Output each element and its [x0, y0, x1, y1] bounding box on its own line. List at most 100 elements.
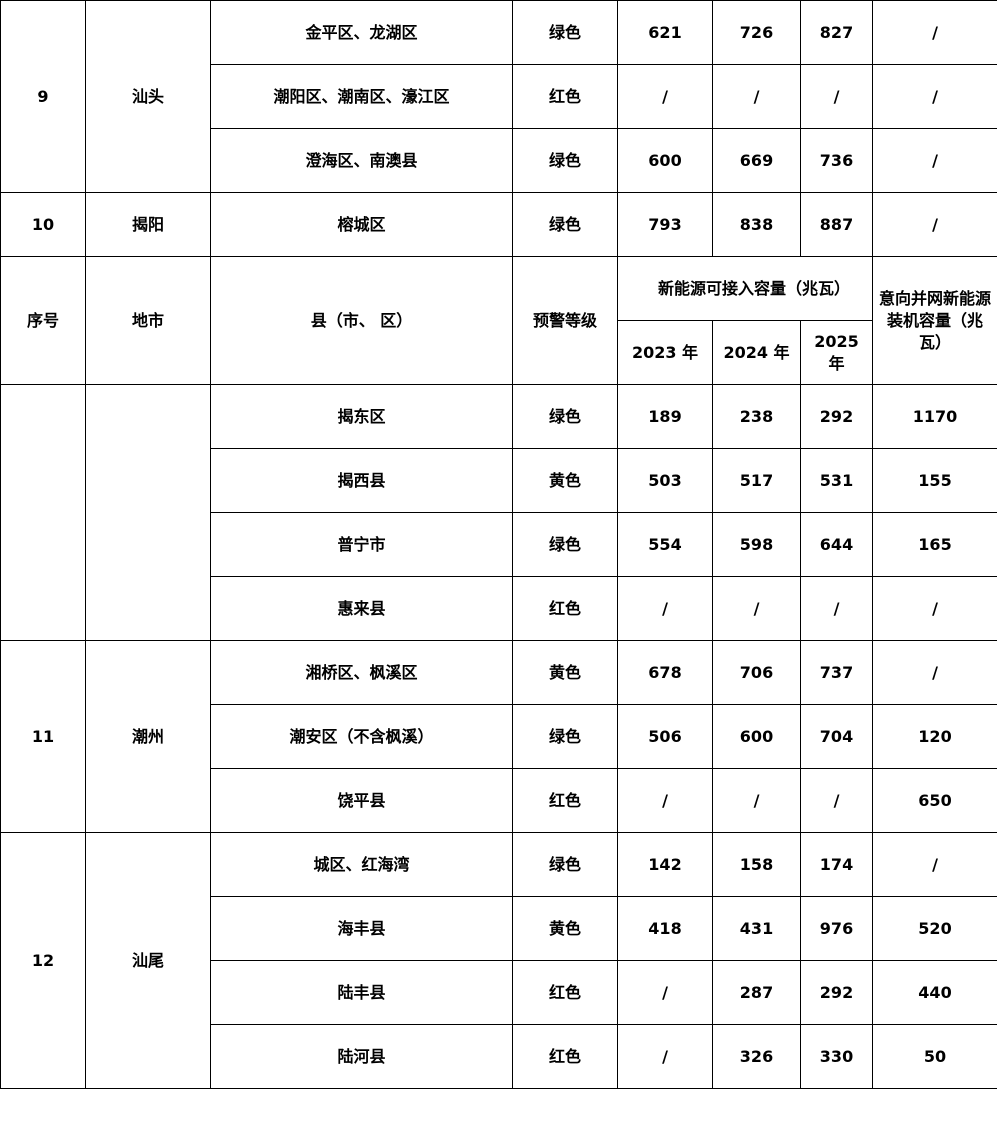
capacity-table: 9 汕头 金平区、龙湖区 绿色 621 726 827/潮阳区、潮南区、濠江区 红色 / / / / 澄…: [0, 0, 997, 1089]
cell-intended: /: [872, 0, 997, 65]
table-row: 陆河县 红色/326 330 50: [1, 1024, 997, 1089]
cell-2025: /: [800, 576, 873, 641]
cell-2023: 142: [617, 832, 713, 897]
table-row: 12 汕尾 城区、红海湾 绿色 142 158 174/: [0, 832, 997, 1089]
cell-2025: 704: [800, 704, 873, 769]
cell-warning: 红色: [512, 768, 618, 833]
cell-warning: 红色: [512, 64, 618, 129]
cell-2024: 726: [712, 0, 801, 65]
cell-intended: /: [872, 576, 997, 641]
cell-2023: /: [617, 1024, 713, 1089]
cell-index: 11: [0, 640, 86, 833]
cell-city: 汕尾: [85, 832, 211, 1089]
header-2023: 2023 年: [617, 320, 713, 385]
cell-city: 揭阳: [85, 192, 211, 257]
cell-2025: 174: [800, 832, 873, 897]
table-body-top: 9 汕头 金平区、龙湖区 绿色 621 726 827/潮阳区、潮南区、濠江区 红色 / / / / 澄…: [0, 0, 997, 257]
cell-county: 揭东区: [210, 384, 513, 449]
cell-county: 潮阳区、潮南区、濠江区: [210, 64, 513, 129]
cell-intended: 155: [872, 448, 997, 513]
cell-2023: /: [617, 768, 713, 833]
header-capacity-group: 新能源可接入容量（兆瓦）: [617, 256, 873, 321]
cell-county: 潮安区（不含枫溪）: [210, 704, 513, 769]
cell-warning: 绿色: [512, 384, 618, 449]
table-row: 9 汕头 金平区、龙湖区 绿色 621 726 827/: [0, 0, 997, 193]
cell-2025: 292: [800, 384, 873, 449]
cell-2023: 418: [617, 896, 713, 961]
cell-2023: 506: [617, 704, 713, 769]
cell-2024: 598: [712, 512, 801, 577]
cell-2024: 669: [712, 128, 801, 193]
header-city: 地市: [85, 256, 211, 385]
table-row: 海丰县 黄色 418 431 976 520: [1, 896, 997, 961]
table-row: 11 潮州 湘桥区、枫溪区 黄色 678 706 737/: [0, 640, 997, 833]
cell-2025: 827: [800, 0, 873, 65]
table-row: 10 揭阳 榕城区 绿色 793 838 887/: [0, 192, 997, 257]
cell-county: 澄海区、南澳县: [210, 128, 513, 193]
header-2024: 2024 年: [712, 320, 801, 385]
cell-county: 海丰县: [210, 896, 513, 961]
cell-county: 湘桥区、枫溪区: [210, 640, 513, 705]
cell-intended: 165: [872, 512, 997, 577]
cell-2024: 706: [712, 640, 801, 705]
cell-warning: 绿色: [512, 0, 618, 65]
cell-county: 陆丰县: [210, 960, 513, 1025]
cell-index: 10: [0, 192, 86, 257]
cell-2025: 644: [800, 512, 873, 577]
table-row: 惠来县 红色 / / / /: [1, 576, 997, 641]
cell-intended: 440: [872, 960, 997, 1025]
cell-2025: 531: [800, 448, 873, 513]
cell-2024: /: [712, 64, 801, 129]
cell-county: 惠来县: [210, 576, 513, 641]
cell-county: 城区、红海湾: [210, 832, 513, 897]
table-row: 澄海区、南澳县 绿色 600 669 736/: [1, 128, 997, 193]
cell-county: 陆河县: [210, 1024, 513, 1089]
cell-2024: 326: [712, 1024, 801, 1089]
cell-warning: 黄色: [512, 640, 618, 705]
cell-2025: 736: [800, 128, 873, 193]
table-row: 潮阳区、潮南区、濠江区 红色 / / / /: [1, 64, 997, 129]
cell-county: 普宁市: [210, 512, 513, 577]
cell-2023: 503: [617, 448, 713, 513]
cell-city: 汕头: [85, 0, 211, 193]
cell-intended: 50: [872, 1024, 997, 1089]
cell-2023: /: [617, 576, 713, 641]
cell-2024: 600: [712, 704, 801, 769]
cell-2023: /: [617, 960, 713, 1025]
cell-intended: /: [872, 128, 997, 193]
cell-intended: /: [872, 640, 997, 705]
cell-warning: 绿色: [512, 128, 618, 193]
cell-county: 金平区、龙湖区: [210, 0, 513, 65]
table-row: 揭东区 绿色 189 238 292 1170: [0, 384, 997, 641]
header-2025: 2025 年: [800, 320, 873, 385]
cell-city: 潮州: [85, 640, 211, 833]
table-header: 序号 地市 县（市、 区） 预警等级 新能源可接入容量（兆瓦） 意向并网新能源装…: [0, 256, 997, 385]
cell-2023: 621: [617, 0, 713, 65]
cell-warning: 红色: [512, 576, 618, 641]
table-row: 潮安区（不含枫溪） 绿色 506 600 704 120: [1, 704, 997, 769]
cell-2025: 887: [800, 192, 873, 257]
cell-warning: 绿色: [512, 704, 618, 769]
cell-2024: 431: [712, 896, 801, 961]
cell-2023: 600: [617, 128, 713, 193]
cell-county: 揭西县: [210, 448, 513, 513]
cell-2024: /: [712, 576, 801, 641]
cell-2023: 189: [617, 384, 713, 449]
cell-2023: 793: [617, 192, 713, 257]
cell-2025: 737: [800, 640, 873, 705]
cell-warning: 黄色: [512, 896, 618, 961]
cell-intended: 650: [872, 768, 997, 833]
cell-2024: 238: [712, 384, 801, 449]
cell-2023: 678: [617, 640, 713, 705]
cell-county: 榕城区: [210, 192, 513, 257]
cell-warning: 绿色: [512, 192, 618, 257]
cell-intended: 1170: [872, 384, 997, 449]
cell-2024: 287: [712, 960, 801, 1025]
cell-intended: 120: [872, 704, 997, 769]
header-intended: 意向并网新能源装机容量（兆瓦）: [872, 256, 997, 385]
cell-2024: 158: [712, 832, 801, 897]
cell-2025: 330: [800, 1024, 873, 1089]
cell-2024: 838: [712, 192, 801, 257]
cell-2023: /: [617, 64, 713, 129]
cell-2025: 976: [800, 896, 873, 961]
